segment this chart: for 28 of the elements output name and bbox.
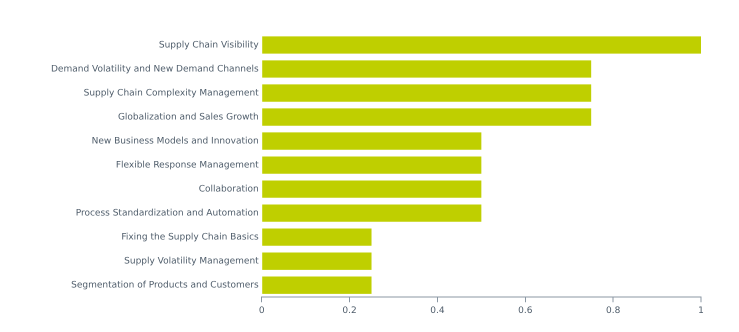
x-tick-label: 1 xyxy=(698,306,704,316)
bar xyxy=(262,132,482,150)
bar xyxy=(262,204,482,222)
bar xyxy=(262,60,592,78)
x-tick-label: 0.2 xyxy=(342,306,357,316)
bar xyxy=(262,156,482,174)
y-tick-label: New Business Models and Innovation xyxy=(92,136,259,146)
y-tick-label: Supply Volatility Management xyxy=(124,256,260,267)
y-tick-label: Flexible Response Management xyxy=(116,160,260,170)
bar xyxy=(262,36,701,54)
bar xyxy=(262,276,372,294)
y-tick-label: Supply Chain Visibility xyxy=(158,40,260,50)
y-tick-label: Process Standardization and Automation xyxy=(76,208,259,218)
x-tick-label: 0.8 xyxy=(606,306,621,316)
bar xyxy=(262,252,372,270)
x-tick-label: 0.6 xyxy=(518,306,533,316)
bar xyxy=(262,228,372,246)
x-tick-label: 0.4 xyxy=(430,306,445,316)
y-tick-label: Demand Volatility and New Demand Channels xyxy=(51,64,260,74)
bar xyxy=(262,84,592,102)
y-tick-label: Supply Chain Complexity Management xyxy=(84,88,260,98)
y-tick-label: Collaboration xyxy=(198,184,259,194)
x-tick-label: 0 xyxy=(258,306,265,316)
y-tick-label: Segmentation of Products and Customers xyxy=(71,280,260,291)
bar xyxy=(262,108,592,126)
bar xyxy=(262,180,482,198)
y-tick-label: Fixing the Supply Chain Basics xyxy=(121,232,260,242)
y-tick-label: Globalization and Sales Growth xyxy=(118,112,259,122)
